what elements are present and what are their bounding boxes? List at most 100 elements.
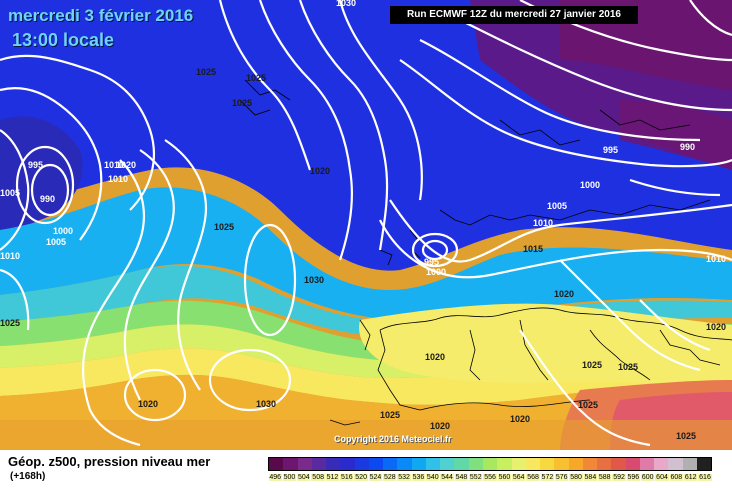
legend-swatch bbox=[540, 458, 555, 470]
pressure-label: 995 bbox=[424, 257, 439, 267]
pressure-label: 995 bbox=[603, 145, 618, 155]
pressure-label: 995 bbox=[28, 160, 43, 170]
pressure-label: 1025 bbox=[0, 318, 20, 328]
pressure-label: 1025 bbox=[246, 73, 266, 83]
pressure-label: 1020 bbox=[425, 352, 445, 362]
legend-swatch bbox=[696, 458, 712, 470]
pressure-label: 1005 bbox=[547, 201, 567, 211]
legend-swatch bbox=[511, 458, 526, 470]
copyright: Copyright 2016 Meteociel.fr bbox=[334, 434, 452, 444]
weather-map: 1030 1025 1025 1025 995 1010 1020 1010 1… bbox=[0, 0, 732, 450]
legend-title: Géop. z500, pression niveau mer bbox=[8, 454, 211, 469]
legend-tick: 536 bbox=[411, 474, 426, 481]
legend-tick: 548 bbox=[454, 474, 469, 481]
legend-tick: 592 bbox=[612, 474, 626, 481]
legend-tick: 512 bbox=[325, 474, 340, 481]
pressure-label: 1000 bbox=[426, 267, 446, 277]
pressure-label: 1030 bbox=[304, 275, 324, 285]
legend-tick: 580 bbox=[569, 474, 583, 481]
legend-swatch bbox=[654, 458, 669, 470]
pressure-label: 1000 bbox=[580, 180, 600, 190]
isobars bbox=[0, 0, 732, 447]
legend-tick: 612 bbox=[684, 474, 698, 481]
pressure-label: 1025 bbox=[232, 98, 252, 108]
pressure-label: 1025 bbox=[582, 360, 602, 370]
legend-swatch bbox=[582, 458, 598, 470]
legend-tick: 552 bbox=[469, 474, 483, 481]
pressure-label: 1020 bbox=[116, 160, 136, 170]
pressure-label: 1010 bbox=[104, 160, 124, 170]
pressure-label: 1005 bbox=[46, 237, 66, 247]
pressure-label: 1005 bbox=[0, 188, 20, 198]
pressure-label: 1020 bbox=[510, 414, 530, 424]
pressure-label: 1020 bbox=[430, 421, 450, 431]
legend-swatch bbox=[568, 458, 583, 470]
legend-swatch bbox=[611, 458, 626, 470]
legend-tick: 528 bbox=[383, 474, 397, 481]
legend-swatch bbox=[468, 458, 483, 470]
pressure-label: 1020 bbox=[138, 399, 158, 409]
legend-lead-time: (+168h) bbox=[10, 471, 46, 482]
legend-swatch bbox=[311, 458, 327, 470]
coastlines bbox=[239, 79, 732, 426]
pressure-labels: 1030 1025 1025 1025 995 1010 1020 1010 1… bbox=[0, 0, 726, 441]
legend-swatch bbox=[269, 458, 284, 470]
legend-tick: 596 bbox=[626, 474, 641, 481]
pressure-label: 1020 bbox=[310, 166, 330, 176]
forecast-time: 13:00 locale bbox=[12, 30, 115, 50]
pressure-label: 1025 bbox=[380, 410, 400, 420]
legend-swatch bbox=[440, 458, 455, 470]
pressure-label: 1010 bbox=[108, 174, 128, 184]
legend-tick: 600 bbox=[641, 474, 655, 481]
legend-tick: 520 bbox=[354, 474, 368, 481]
pressure-label: 1025 bbox=[214, 222, 234, 232]
legend-tick: 568 bbox=[526, 474, 540, 481]
legend-swatch bbox=[297, 458, 312, 470]
pressure-label: 990 bbox=[40, 194, 55, 204]
legend-tick: 532 bbox=[397, 474, 411, 481]
legend-tick: 616 bbox=[698, 474, 712, 481]
legend-swatch bbox=[668, 458, 683, 470]
pressure-label: 1025 bbox=[676, 431, 696, 441]
legend-tick: 504 bbox=[297, 474, 311, 481]
legend-tick: 588 bbox=[598, 474, 612, 481]
legend-swatch bbox=[525, 458, 541, 470]
legend-tick: 572 bbox=[540, 474, 555, 481]
legend-tick: 576 bbox=[555, 474, 569, 481]
pressure-label: 1025 bbox=[196, 67, 216, 77]
geopotential-field bbox=[0, 0, 732, 450]
pressure-label: 1030 bbox=[256, 399, 276, 409]
legend-tick: 608 bbox=[669, 474, 684, 481]
legend-swatch bbox=[639, 458, 655, 470]
legend-swatch bbox=[383, 458, 398, 470]
legend-swatch bbox=[283, 458, 298, 470]
legend-swatch bbox=[411, 458, 426, 470]
legend-tick: 524 bbox=[368, 474, 383, 481]
color-scale bbox=[268, 457, 712, 471]
legend-swatch bbox=[482, 458, 498, 470]
pressure-label: 1030 bbox=[336, 0, 356, 8]
legend-tick: 500 bbox=[282, 474, 297, 481]
pressure-label: 1025 bbox=[618, 362, 638, 372]
pressure-label: 1015 bbox=[523, 244, 543, 254]
legend-swatch bbox=[340, 458, 355, 470]
forecast-date: mercredi 3 février 2016 bbox=[8, 6, 194, 25]
legend-tick: 584 bbox=[583, 474, 598, 481]
legend-tick: 560 bbox=[497, 474, 512, 481]
legend-swatch bbox=[682, 458, 697, 470]
legend-swatch bbox=[368, 458, 384, 470]
pressure-label: 1010 bbox=[0, 251, 20, 261]
legend-swatch bbox=[554, 458, 569, 470]
legend-swatch bbox=[625, 458, 640, 470]
legend-swatch bbox=[497, 458, 512, 470]
legend-tick: 564 bbox=[512, 474, 526, 481]
run-info: Run ECMWF 12Z du mercredi 27 janvier 201… bbox=[390, 6, 638, 24]
legend-tick: 516 bbox=[340, 474, 354, 481]
legend-tick: 544 bbox=[440, 474, 454, 481]
legend-swatch bbox=[597, 458, 612, 470]
legend-tick: 604 bbox=[655, 474, 669, 481]
legend-swatch bbox=[454, 458, 469, 470]
legend-swatch bbox=[326, 458, 341, 470]
pressure-label: 1000 bbox=[53, 226, 73, 236]
pressure-label: 1010 bbox=[706, 254, 726, 264]
